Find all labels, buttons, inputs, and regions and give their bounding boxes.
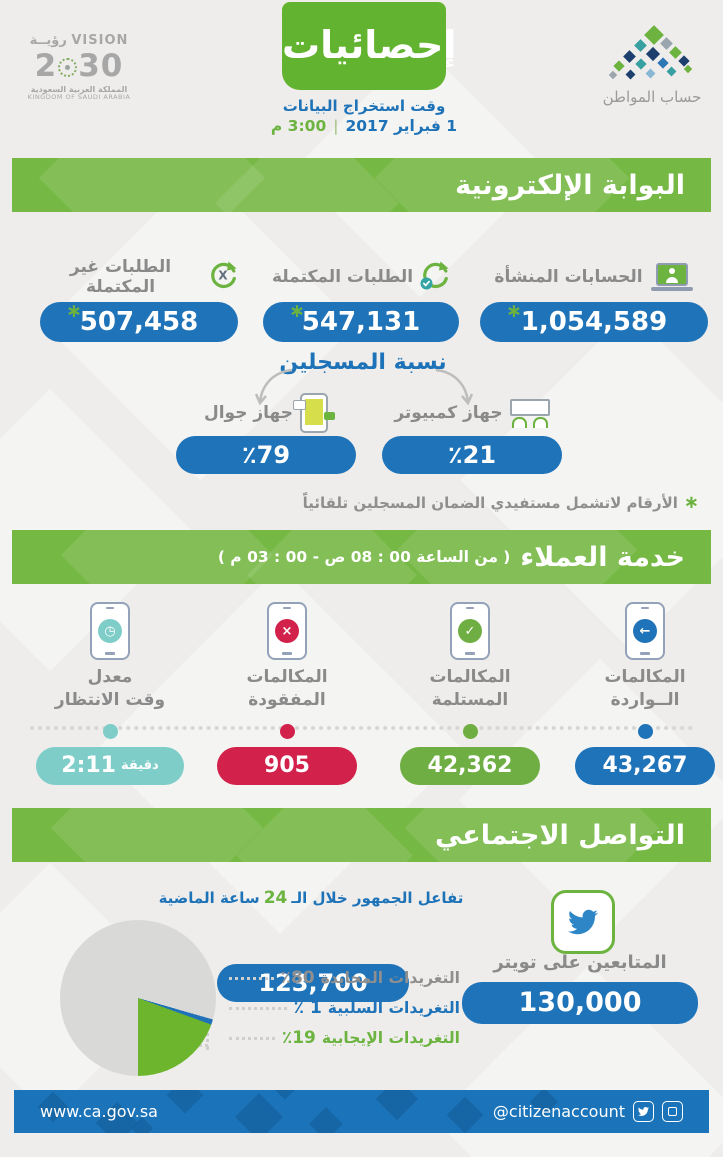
section-banner-social: التواصل الاجتماعي <box>12 808 711 862</box>
stat-value-pill: ٪79 <box>176 436 356 474</box>
tweet-row-neutral: التغريدات المحايدة ٪80 <box>222 964 460 992</box>
stat-label: الطلبات المكتملة <box>271 267 414 287</box>
timeline-dot <box>637 724 653 739</box>
stat-label: معدل وقت الانتظار <box>54 667 166 710</box>
portal-section-title: البوابة الإلكترونية <box>455 169 685 201</box>
asterisk-icon: ∗ <box>66 300 82 322</box>
twitter-icon[interactable] <box>551 890 615 954</box>
tweet-value: ٪19 <box>281 1028 316 1048</box>
calls-dotted-line <box>30 726 693 730</box>
sync-x-icon: X <box>208 260 238 295</box>
footer-bar: www.ca.gov.sa @citizenaccount <box>14 1090 709 1133</box>
stat-label: المكالمات الــواردة <box>604 667 686 710</box>
stat-value-pill: ∗ 507,458 <box>40 300 238 342</box>
extraction-datetime: 1 فبراير 2017 | 3:00 م <box>240 117 488 135</box>
sync-check-icon <box>420 260 450 295</box>
stat-label: جهاز جوال <box>203 403 294 423</box>
stat-value-pill: 905 <box>217 747 357 785</box>
stat-value-pill: 43,267 <box>575 747 715 785</box>
customer-service-hours: ( من الساعة 00 : 08 ص - 00 : 03 م ) <box>217 548 511 566</box>
stat-calls-received: ✓ المكالمات المستلمة 42,362 <box>395 602 545 785</box>
twitter-icon[interactable] <box>633 1101 654 1122</box>
vision-logo-line1: رؤيــة VISION <box>29 33 129 48</box>
dotted-leader <box>229 1036 275 1040</box>
stat-wait-time: ◷ معدل وقت الانتظار 2:11 دقيقة <box>35 602 185 785</box>
tweet-row-positive: التغريدات الإيجابية ٪19 <box>222 1024 460 1052</box>
separator: | <box>333 117 339 135</box>
timeline-dot <box>102 724 118 739</box>
vision-logo-year: 2 30 <box>34 47 124 84</box>
stat-mobile-device: جهاز جوال ٪79 <box>176 393 356 474</box>
curved-arrow-left-icon <box>252 362 296 414</box>
stat-computer-device: جهاز كمبيوتر ٪21 <box>382 394 562 474</box>
background-chevron <box>460 310 723 650</box>
mobile-chat-icon <box>293 393 336 433</box>
citizen-account-logo: حساب المواطن <box>592 25 712 106</box>
citizen-account-logo-mark <box>608 25 694 82</box>
tweet-label: التغريدات المحايدة <box>320 969 460 987</box>
stat-label: المكالمات المستلمة <box>429 667 511 710</box>
extraction-time-label: وقت استخراج البيانات <box>282 97 446 115</box>
vision-logo-country-ar: المملكة العربية السعودية <box>30 84 128 94</box>
twitter-followers-label: المتابعين على تويتر <box>493 952 667 973</box>
svg-text:X: X <box>218 268 228 282</box>
timeline-dot <box>462 724 478 739</box>
stats-title-badge: إحصائيات <box>282 2 456 90</box>
instagram-icon[interactable] <box>662 1101 683 1122</box>
social-handle-link[interactable]: @citizenaccount <box>492 1102 625 1121</box>
stat-requests-completed: الطلبات المكتملة ∗ 547,131 <box>263 256 459 342</box>
section-banner-portal: البوابة الإلكترونية <box>12 158 711 212</box>
vision-logo-country-en: KINGDOM OF SAUDI ARABIA <box>27 92 131 101</box>
phone-missed-icon: × <box>267 602 307 660</box>
citizen-account-logo-text: حساب المواطن <box>602 88 702 106</box>
timeline-dot <box>279 724 295 739</box>
asterisk-icon: ∗ <box>506 300 522 322</box>
footnote-text: الأرقام لاتشمل مستفيدي الضمان المسجلين ت… <box>302 493 678 512</box>
tweet-sentiment-pie-chart <box>60 920 216 1076</box>
engagement-title: تفاعل الجمهور خلال الـ 24 ساعة الماضية <box>158 888 464 908</box>
stat-label: المكالمات المفقودة <box>246 667 328 710</box>
tweet-label: التغريدات الإيجابية <box>321 1029 460 1047</box>
phone-received-icon: ✓ <box>450 602 490 660</box>
stat-accounts-created: الحسابات المنشأة ∗ 1,054,589 <box>480 256 708 342</box>
stat-calls-incoming: ← المكالمات الــواردة 43,267 <box>570 602 720 785</box>
stat-value-pill: ∗ 1,054,589 <box>480 300 708 342</box>
vision-2030-logo: رؤيــة VISION 2 30 المملكة العربية السعود… <box>20 33 138 101</box>
customer-service-title: خدمة العملاء <box>520 541 685 573</box>
extraction-hour: 3:00 م <box>270 117 327 135</box>
stat-label: الطلبات غير المكتملة <box>69 257 172 297</box>
twitter-followers-pill: 130,000 <box>462 982 698 1024</box>
dotted-leader <box>229 1006 287 1010</box>
engagement-value-pill: 123,700 <box>217 964 409 1002</box>
tweet-value: ٪80 <box>280 968 315 988</box>
registrants-title: نسبة المسجلين <box>279 350 447 375</box>
portal-footnote: ∗ الأرقام لاتشمل مستفيدي الضمان المسجلين… <box>303 492 699 513</box>
tweet-value: ٪ 1 <box>293 998 322 1018</box>
stat-label: جهاز كمبيوتر <box>394 403 503 423</box>
dotted-leader <box>229 976 274 980</box>
asterisk-icon: ∗ <box>683 492 699 513</box>
laptop-account-icon <box>650 263 694 291</box>
stat-value-pill: 2:11 دقيقة <box>36 747 184 785</box>
stat-label: الحسابات المنشأة <box>494 267 643 287</box>
stat-requests-incomplete: X الطلبات غير المكتملة ∗ 507,458 <box>40 256 238 342</box>
social-section-title: التواصل الاجتماعي <box>434 819 685 851</box>
tweet-row-negative: التغريدات السلبية ٪ 1 <box>222 994 460 1022</box>
website-link[interactable]: www.ca.gov.sa <box>40 1102 158 1121</box>
stat-value-pill: 42,362 <box>400 747 540 785</box>
phone-incoming-icon: ← <box>625 602 665 660</box>
stat-calls-missed: × المكالمات المفقودة 905 <box>212 602 362 785</box>
section-banner-customer-service: خدمة العملاء ( من الساعة 00 : 08 ص - 00 … <box>12 530 711 584</box>
saudi-emblem-icon <box>58 57 78 77</box>
stat-value-pill: ∗ 547,131 <box>263 300 459 342</box>
tweet-label: التغريدات السلبية <box>327 999 460 1017</box>
stat-value-pill: ٪21 <box>382 436 562 474</box>
phone-wait-icon: ◷ <box>90 602 130 660</box>
extraction-date: 1 فبراير 2017 <box>345 117 458 135</box>
curved-arrow-right-icon <box>432 362 476 414</box>
keyboard-hands-icon <box>509 398 550 428</box>
asterisk-icon: ∗ <box>289 300 305 322</box>
